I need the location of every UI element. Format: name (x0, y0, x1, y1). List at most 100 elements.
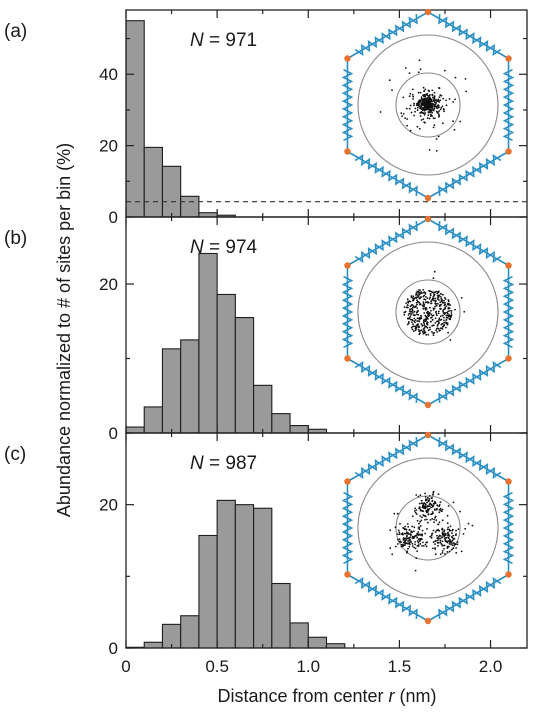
site-point (411, 542, 414, 545)
site-point (430, 105, 433, 108)
site-point (442, 293, 444, 296)
site-point (418, 293, 421, 296)
site-point (449, 310, 451, 312)
site-point (411, 545, 414, 547)
site-point (423, 304, 426, 306)
site-point (402, 533, 404, 536)
site-point (416, 320, 419, 322)
site-point (442, 97, 445, 100)
site-point (434, 540, 437, 542)
site-point (391, 553, 394, 556)
site-point (427, 499, 430, 502)
site-point (464, 527, 467, 530)
site-point (437, 302, 439, 305)
site-point (408, 95, 411, 98)
site-point (419, 332, 421, 334)
linker-edge (347, 573, 429, 622)
linker-rings (438, 14, 502, 56)
site-point (409, 540, 412, 542)
site-point (417, 328, 420, 331)
site-point (433, 124, 436, 126)
linker-rings (354, 577, 418, 619)
site-point (463, 310, 466, 313)
site-point (449, 525, 452, 528)
site-point (437, 113, 440, 116)
site-point (405, 537, 407, 540)
site-point (423, 294, 426, 297)
site-point (437, 312, 440, 315)
panel-a: 0 20 40 (a) N = 971 (4, 8, 528, 227)
site-point (406, 304, 409, 307)
site-point (424, 293, 427, 295)
site-point (428, 149, 431, 151)
site-point (420, 315, 423, 317)
site-point (416, 299, 418, 302)
site-point (438, 101, 441, 103)
site-point (419, 91, 422, 94)
metal-node (424, 617, 432, 625)
site-point (418, 302, 421, 304)
site-point (424, 308, 427, 311)
site-point (436, 295, 439, 297)
bar-a-3 (161, 165, 182, 218)
site-point (412, 330, 415, 333)
pore-outer-ring (357, 241, 499, 383)
site-point (417, 531, 420, 534)
site-point (404, 528, 407, 531)
site-point (395, 545, 397, 548)
site-point (413, 320, 415, 322)
y-axis-label: Abundance normalized to # of sites per b… (54, 143, 74, 517)
site-point (436, 327, 438, 330)
site-point (427, 315, 430, 317)
site-point (411, 93, 414, 96)
site-point (434, 531, 437, 533)
bar-a-1 (125, 20, 145, 218)
site-point (452, 534, 455, 537)
linker-edge (347, 150, 429, 199)
site-point (431, 504, 433, 506)
linker-rings (502, 491, 515, 565)
site-point (436, 111, 439, 114)
site-point (436, 325, 439, 327)
site-point (447, 315, 450, 318)
site-point (426, 505, 429, 508)
site-point (433, 97, 436, 100)
site-point (423, 329, 426, 332)
site-point (426, 518, 428, 521)
site-point (443, 535, 446, 538)
site-point (448, 542, 451, 545)
site-point (433, 91, 436, 94)
site-point (423, 93, 425, 96)
site-point (427, 99, 430, 102)
site-point (415, 494, 418, 496)
site-point (414, 569, 417, 572)
site-point (433, 518, 435, 521)
site-point (439, 507, 442, 510)
site-point (420, 96, 423, 98)
site-point (418, 522, 420, 525)
site-point (419, 515, 422, 517)
plot-frame-a (125, 9, 528, 218)
site-point (445, 99, 447, 102)
site-point (402, 527, 404, 529)
site-point (447, 302, 450, 305)
site-point (433, 107, 436, 110)
site-point (422, 545, 425, 547)
x-axis-label: Distance from center r (nm) (217, 686, 436, 706)
y-tick-label-b: 0 (109, 424, 118, 443)
site-point (435, 508, 438, 511)
n-annotation-a: N = 971 (190, 30, 257, 51)
metal-node (424, 8, 432, 16)
site-point (450, 314, 453, 317)
site-point (412, 95, 415, 98)
site-point (406, 523, 409, 525)
site-point (423, 505, 425, 508)
site-point (416, 313, 418, 316)
site-point (434, 553, 437, 556)
x-tick-label: 1.5 (388, 657, 412, 676)
site-point (447, 505, 450, 507)
site-point (417, 102, 419, 105)
site-point (413, 530, 415, 533)
site-point (440, 297, 443, 300)
y-tick-label-b: 20 (99, 275, 118, 294)
